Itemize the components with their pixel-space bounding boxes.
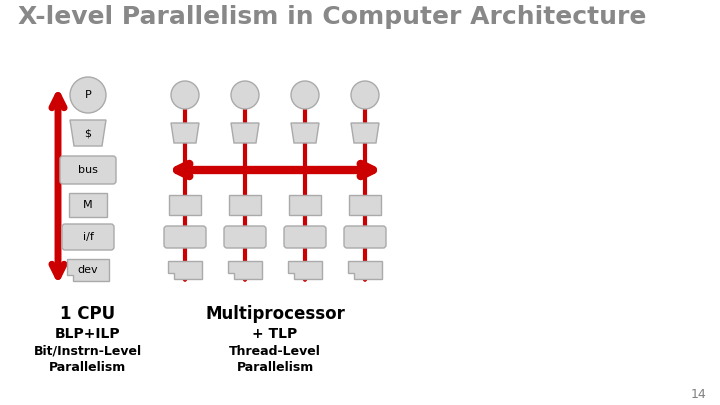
Text: Parallelism: Parallelism	[50, 361, 127, 374]
Ellipse shape	[70, 77, 106, 113]
FancyBboxPatch shape	[344, 226, 386, 248]
Text: BLP+ILP: BLP+ILP	[55, 327, 121, 341]
Text: X-level Parallelism in Computer Architecture: X-level Parallelism in Computer Architec…	[18, 5, 647, 29]
FancyBboxPatch shape	[164, 226, 206, 248]
Text: 14: 14	[690, 388, 706, 401]
Text: Thread-Level: Thread-Level	[229, 345, 321, 358]
Text: + TLP: + TLP	[253, 327, 297, 341]
Bar	[69, 193, 107, 217]
Text: M: M	[84, 200, 93, 210]
Polygon shape	[67, 259, 109, 281]
Polygon shape	[168, 261, 202, 279]
Ellipse shape	[291, 81, 319, 109]
Ellipse shape	[231, 81, 259, 109]
Text: $: $	[84, 128, 91, 138]
Text: 1 CPU: 1 CPU	[60, 305, 116, 323]
Polygon shape	[291, 123, 319, 143]
Text: Multiprocessor: Multiprocessor	[205, 305, 345, 323]
Text: Bit/Instrn-Level: Bit/Instrn-Level	[34, 345, 142, 358]
Text: P: P	[85, 90, 91, 100]
FancyBboxPatch shape	[224, 226, 266, 248]
Polygon shape	[351, 123, 379, 143]
FancyBboxPatch shape	[284, 226, 326, 248]
Text: Parallelism: Parallelism	[236, 361, 314, 374]
Bar	[229, 195, 261, 215]
Bar	[349, 195, 381, 215]
Polygon shape	[348, 261, 382, 279]
Ellipse shape	[351, 81, 379, 109]
Bar	[289, 195, 321, 215]
Polygon shape	[288, 261, 322, 279]
Bar	[169, 195, 201, 215]
Polygon shape	[228, 261, 262, 279]
Polygon shape	[70, 120, 106, 146]
Polygon shape	[231, 123, 259, 143]
Polygon shape	[171, 123, 199, 143]
Text: dev: dev	[78, 265, 99, 275]
Text: i/f: i/f	[83, 232, 94, 242]
FancyBboxPatch shape	[60, 156, 116, 184]
Ellipse shape	[171, 81, 199, 109]
FancyBboxPatch shape	[62, 224, 114, 250]
Text: bus: bus	[78, 165, 98, 175]
